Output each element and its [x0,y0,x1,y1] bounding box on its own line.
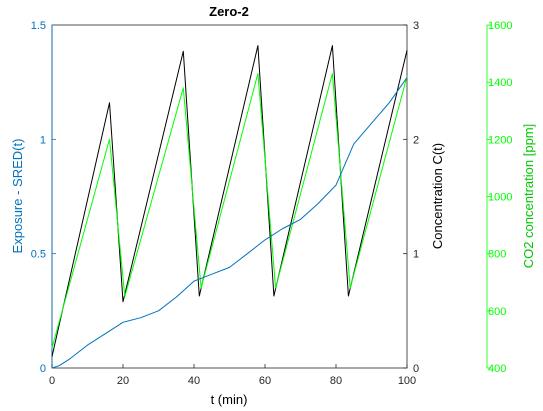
x-axis-tick-label: 40 [188,375,200,387]
chart-title: Zero-2 [209,4,249,19]
x-axis-tick-label: 100 [398,375,416,387]
co2-axis-tick-label: 1200 [488,134,512,146]
series-line-right2 [51,73,408,349]
right-axis-title: Concentration C(t) [430,143,445,249]
plot-layer: 0 0.5 1 1.5 0 1 2 3 400 600 800 1000 1200 1400 1600 0 20… [31,20,513,387]
left-axis-tick-label: 1.5 [31,20,46,32]
co2-axis-tick-label: 800 [488,249,506,261]
x-axis-tick-label: 60 [259,375,271,387]
co2-axis-tick-label: 1600 [488,20,512,32]
co2-axis-title: CO2 concentration [ppm] [521,124,536,269]
x-axis-tick-label: 20 [117,375,129,387]
left-axis-tick-label: 0.5 [31,249,46,261]
co2-axis-tick-label: 600 [488,306,506,318]
right-axis-tick-label: 0 [413,363,419,375]
co2-axis-tick-label: 1400 [488,77,512,89]
x-axis-tick-label: 0 [49,375,55,387]
right-axis-tick-label: 3 [413,20,419,32]
x-axis-title: t (min) [211,392,248,407]
left-axis-tick-label: 0 [40,363,46,375]
left-axis-tick-label: 1 [40,134,46,146]
left-axis-title: Exposure - SRED(t) [10,139,25,254]
series-line-left [51,77,408,369]
x-axis-tick-label: 80 [330,375,342,387]
co2-axis-tick-label: 1000 [488,192,512,204]
co2-axis-tick-label: 400 [488,363,506,375]
right-axis-tick-label: 2 [413,134,419,146]
right-axis-tick-label: 1 [413,249,419,261]
